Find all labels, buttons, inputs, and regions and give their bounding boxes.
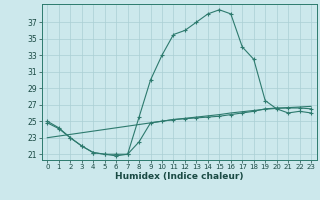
- X-axis label: Humidex (Indice chaleur): Humidex (Indice chaleur): [115, 172, 244, 181]
